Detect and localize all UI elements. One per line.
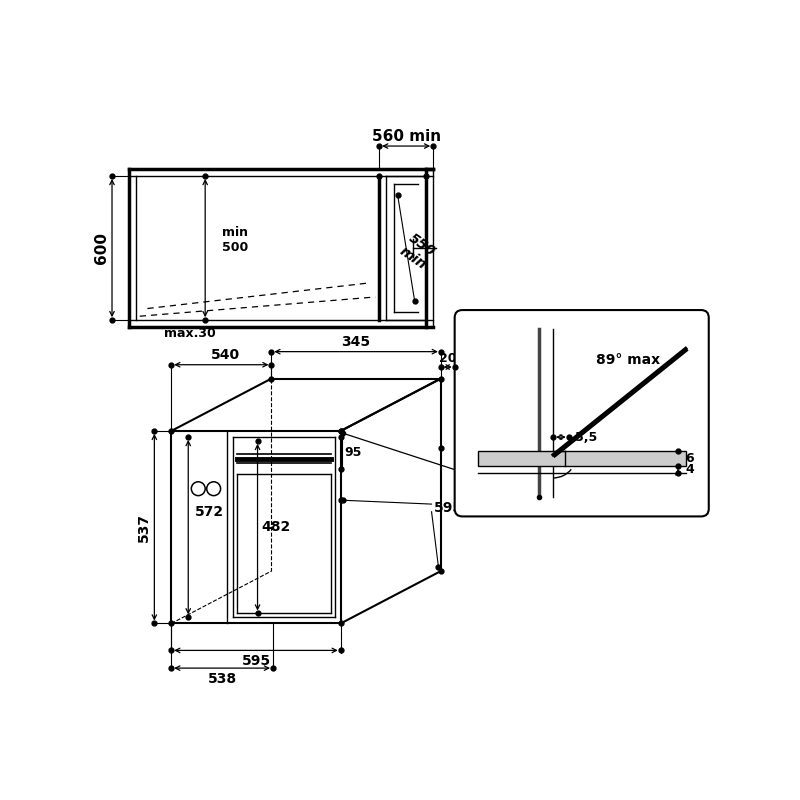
Text: 595: 595 [434,501,463,515]
Text: 4: 4 [686,463,694,476]
Text: 345: 345 [342,335,370,350]
Text: 89° max: 89° max [595,353,660,367]
Bar [478,451,686,466]
Text: 550
min: 550 min [397,231,438,273]
Text: max.30: max.30 [164,327,216,341]
Text: 95: 95 [345,446,362,459]
Text: 600: 600 [94,232,109,264]
Text: 572: 572 [194,505,223,519]
Text: 482: 482 [262,520,290,534]
Text: min
500: min 500 [222,226,248,254]
Text: 538: 538 [207,672,237,686]
FancyBboxPatch shape [454,310,709,517]
Text: 5,5: 5,5 [574,430,597,444]
Text: 540: 540 [210,349,240,362]
Text: 595: 595 [242,654,270,668]
Text: 6: 6 [686,452,694,465]
Text: 560 min: 560 min [371,130,441,144]
Text: 537: 537 [137,513,150,542]
Text: 20: 20 [439,352,457,365]
